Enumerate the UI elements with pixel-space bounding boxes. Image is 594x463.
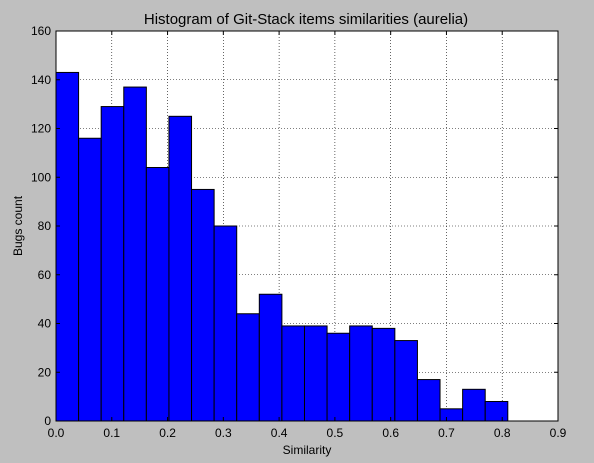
plot-frame	[55, 30, 559, 422]
histogram-bar	[236, 313, 260, 422]
x-tick-label: 0.4	[271, 426, 288, 440]
histogram-bar	[394, 340, 418, 422]
histogram-bar	[484, 401, 509, 422]
x-tick-label: 0.0	[48, 426, 65, 440]
x-tick-label: 0.9	[550, 426, 567, 440]
y-tick-label: 100	[31, 170, 51, 184]
y-tick-label: 40	[38, 317, 52, 331]
histogram-bar	[78, 137, 102, 422]
y-tick-label: 20	[38, 365, 52, 379]
x-tick-label: 0.2	[159, 426, 176, 440]
y-tick-label: 0	[44, 414, 51, 428]
bars	[55, 71, 509, 422]
y-tick-label: 120	[31, 122, 51, 136]
histogram-bar	[145, 167, 170, 422]
histogram-bar	[439, 408, 464, 422]
chart-title: Histogram of Git-Stack items similaritie…	[144, 11, 468, 28]
histogram-bar	[303, 325, 328, 422]
histogram-bar	[281, 325, 305, 422]
histogram-bar	[168, 115, 193, 422]
histogram-bar	[349, 325, 373, 422]
y-tick-label: 60	[38, 268, 52, 282]
histogram-bar	[213, 225, 238, 422]
x-tick-label: 0.7	[438, 426, 455, 440]
histogram-bar	[100, 106, 125, 422]
y-tick-label: 140	[31, 73, 51, 87]
histogram-bar	[416, 379, 441, 422]
y-tick-label: 80	[38, 219, 52, 233]
x-tick-label: 0.8	[494, 426, 511, 440]
x-tick-label: 0.5	[327, 426, 344, 440]
x-axis-label: Similarity	[283, 443, 332, 457]
histogram-bar	[258, 293, 283, 422]
histogram-bar	[191, 188, 215, 422]
x-tick-label: 0.3	[215, 426, 232, 440]
histogram-bar	[326, 332, 351, 422]
x-tick-label: 0.6	[382, 426, 399, 440]
histogram-bar	[371, 327, 396, 422]
histogram-bar	[123, 86, 147, 422]
histogram-bar	[462, 388, 486, 422]
axis-ticks: 0.0 0.1 0.2 0.3 0.4 0.5 0.6 0.7 0.8 0.9 0 20 40 60 80 1…	[31, 24, 567, 440]
histogram-bar	[55, 71, 80, 422]
y-axis-label: Bugs count	[11, 195, 25, 256]
y-tick-label: 160	[31, 24, 51, 38]
x-tick-label: 0.1	[103, 426, 120, 440]
